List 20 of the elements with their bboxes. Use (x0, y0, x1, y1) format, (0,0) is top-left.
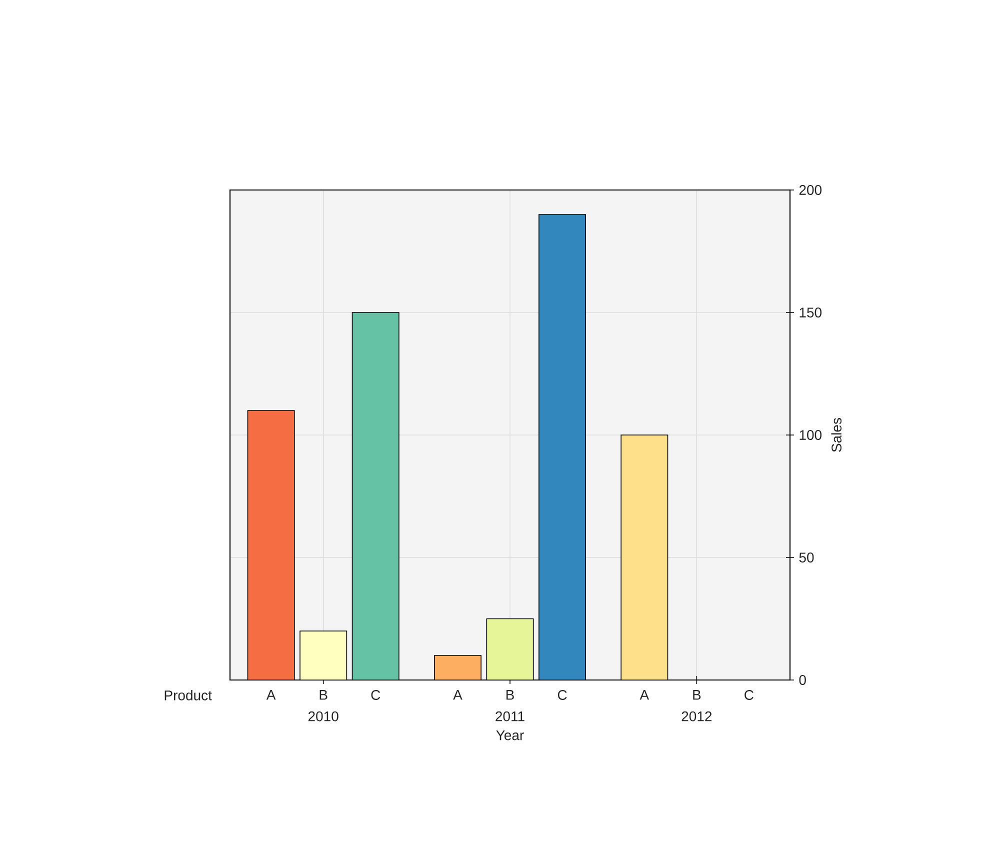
y-tick-label: 50 (799, 552, 814, 562)
series-label: B (320, 690, 328, 700)
y-tick-label: 150 (800, 308, 822, 318)
y-tick-label: 200 (799, 185, 822, 195)
legend-title: Product (164, 690, 212, 700)
y-tick-label: 100 (800, 430, 822, 440)
series-label: C (371, 690, 380, 700)
text: A (453, 690, 462, 700)
text: B (693, 690, 701, 700)
x-tick-label: 2012 (682, 711, 712, 722)
x-tick-label: 2011 (496, 711, 524, 722)
series-label: A (266, 690, 276, 700)
text: B (506, 690, 514, 700)
text: C (744, 690, 754, 700)
x-axis-title: Year (496, 730, 524, 740)
y-tick-label: 0 (799, 675, 806, 685)
y-axis-title: Sales (831, 418, 842, 452)
x-tick-label: 2010 (308, 711, 338, 722)
text: A (640, 690, 650, 700)
text: C (558, 690, 567, 700)
